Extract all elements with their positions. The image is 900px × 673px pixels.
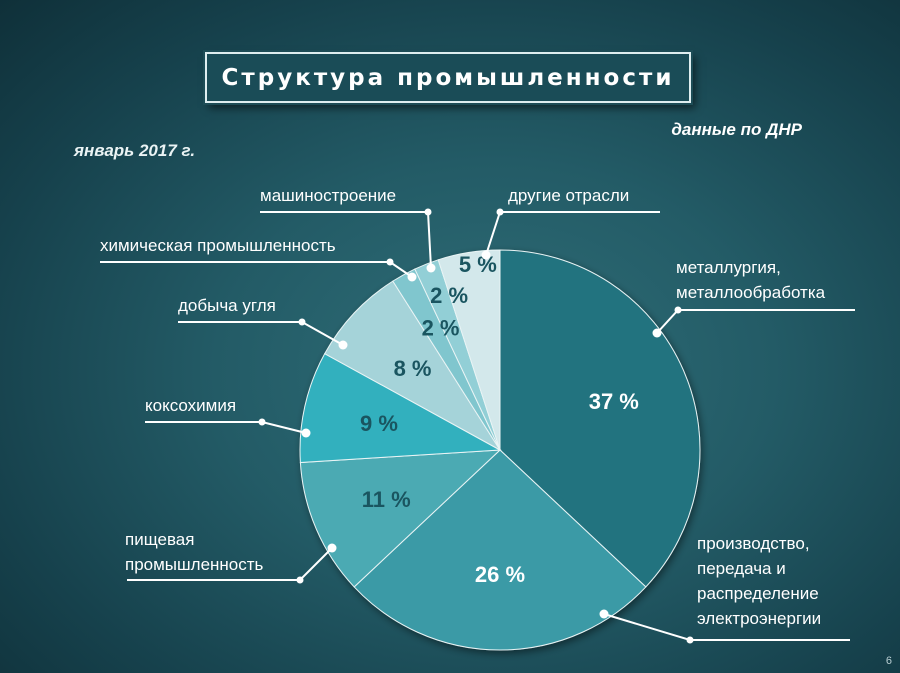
leader-line [485,211,660,256]
category-label: распределение [697,584,819,603]
leader-joint [258,418,266,426]
leader-joint [296,576,304,584]
pie-slice [499,249,701,588]
leader-joint [298,318,306,326]
leader-dot [338,340,348,350]
slice-value-label: 2 % [422,315,460,340]
category-label: коксохимия [145,396,236,415]
slice-value-label: 11 % [362,487,411,512]
leader-dot [426,263,436,273]
leader-joint [496,208,504,216]
pie-slice [299,449,502,588]
pie-slice [437,249,501,451]
source-note: данные по ДНР [671,120,802,139]
leader-dot [301,428,311,438]
leader-line [145,421,307,434]
category-label: химическая промышленность [100,236,336,255]
category-label: промышленность [125,555,264,574]
slice-value-label: 9 % [360,411,398,436]
title-box: Структура промышленности [205,52,691,103]
leader-joint [686,636,694,644]
category-label: электроэнергии [697,609,821,628]
pie-slice [324,280,501,451]
leader-line [178,321,344,346]
slice-value-label: 8 % [394,356,432,381]
pie-slice [353,449,647,651]
category-label: производство, [697,534,810,553]
leader-joint [386,258,394,266]
slice-value-label: 5 % [459,252,497,277]
slice-value-label: 26 % [475,562,525,587]
slice-value-label: 2 % [430,283,468,308]
leader-joint [674,306,682,314]
category-label: пищевая [125,530,194,549]
leader-dot [407,272,417,282]
leader-dot [599,609,609,619]
pie-slice [299,352,502,464]
leader-line [100,261,413,278]
slice-value-label: 37 % [589,389,639,414]
category-label: машиностроение [260,186,396,205]
leader-line [656,309,855,334]
page-number: 6 [885,655,892,667]
leader-dot [652,328,662,338]
category-label: металлургия, [676,258,781,277]
category-label: добыча угля [178,296,276,315]
leader-joint [424,208,432,216]
category-label: металлообработка [676,283,826,302]
category-label: другие отрасли [508,186,629,205]
page-title: Структура промышленности [221,64,675,91]
date-label: январь 2017 г. [74,141,196,160]
leader-dot [327,543,337,553]
leader-dot [481,250,491,260]
category-label: передача и [697,559,786,578]
